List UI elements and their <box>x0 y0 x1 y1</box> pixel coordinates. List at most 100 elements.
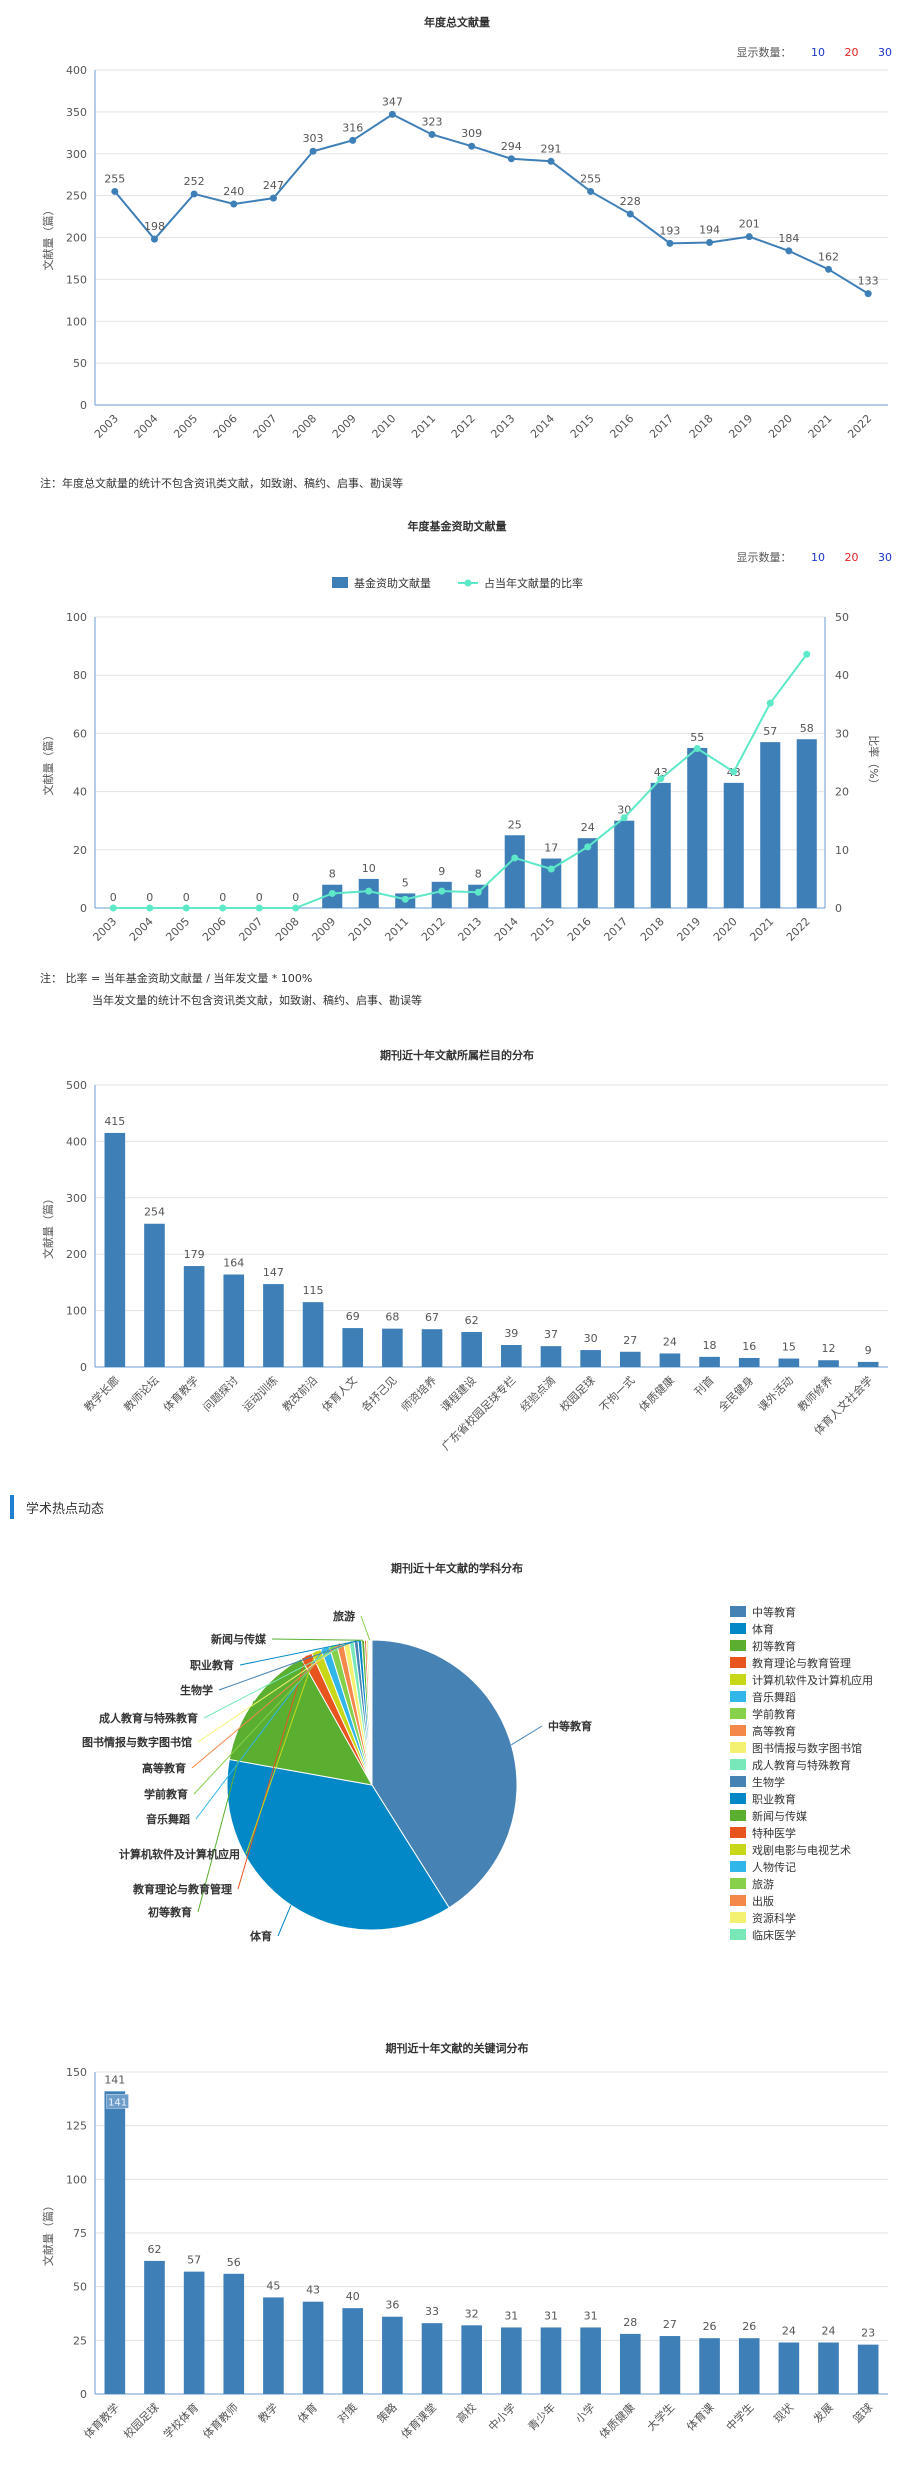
legend-label: 生物学 <box>752 1775 785 1789</box>
display-count-10-button[interactable]: 10 <box>811 551 825 564</box>
pie-leader-line <box>271 1638 364 1641</box>
bar <box>431 881 452 908</box>
legend-item[interactable]: 初等教育 <box>730 1637 910 1654</box>
legend-swatch <box>730 1742 746 1753</box>
data-label: 68 <box>385 1311 399 1324</box>
legend-item[interactable]: 中等教育 <box>730 1603 910 1620</box>
data-label: 55 <box>690 731 704 744</box>
bar <box>614 820 635 908</box>
x-tick-label: 2005 <box>171 412 200 441</box>
x-tick-label: 校园足球 <box>121 2400 162 2441</box>
display-count-10-button[interactable]: 10 <box>811 46 825 59</box>
y-tick-label: 200 <box>66 1248 87 1261</box>
x-tick-label: 2015 <box>568 412 597 441</box>
display-count-30-button[interactable]: 30 <box>878 46 892 59</box>
pie-leader-line <box>245 1651 317 1855</box>
legend-item[interactable]: 新闻与传媒 <box>730 1807 910 1824</box>
legend-item[interactable]: 旅游 <box>730 1875 910 1892</box>
x-tick-label: 2007 <box>236 915 265 944</box>
legend-item[interactable]: 生物学 <box>730 1773 910 1790</box>
pie-label: 新闻与传媒 <box>211 1632 267 1646</box>
data-label: 255 <box>580 172 601 185</box>
legend-item[interactable]: 高等教育 <box>730 1722 910 1739</box>
legend-swatch <box>730 1878 746 1889</box>
x-tick-label: 体育课堂 <box>398 2400 439 2441</box>
legend-item[interactable]: 音乐舞蹈 <box>730 1688 910 1705</box>
y-tick-label: 60 <box>73 727 87 740</box>
y2-tick-label: 10 <box>835 844 849 857</box>
data-point <box>825 265 833 273</box>
bar <box>183 1266 205 1367</box>
x-tick-label: 大学生 <box>644 2400 677 2433</box>
pie-leader-line <box>203 1640 352 1719</box>
legend-item[interactable]: 临床医学 <box>730 1926 910 1943</box>
pie-label: 计算机软件及计算机应用 <box>119 1847 240 1861</box>
legend-item[interactable]: 戏剧电影与电视艺术 <box>730 1841 910 1858</box>
legend-item[interactable]: 资源科学 <box>730 1909 910 1926</box>
display-count-30-button[interactable]: 30 <box>878 551 892 564</box>
display-count-20-button[interactable]: 20 <box>844 46 859 59</box>
legend-item[interactable]: 计算机软件及计算机应用 <box>730 1671 910 1688</box>
y-tick-label: 75 <box>73 2227 87 2240</box>
legend-swatch <box>730 1861 746 1872</box>
pie-label: 职业教育 <box>190 1658 234 1672</box>
legend-swatch <box>730 1759 746 1770</box>
data-label: 69 <box>346 1310 360 1323</box>
legend-swatch <box>730 1691 746 1702</box>
subjects-legend: 中等教育 体育 初等教育 教育理论与教育管理 计算机软件及计算机应用 音乐舞蹈 学前教育 高等… <box>730 1603 910 1943</box>
x-tick-label: 2009 <box>309 915 338 944</box>
y-tick-label: 50 <box>73 357 87 370</box>
bar <box>723 782 744 908</box>
legend-label: 人物传记 <box>752 1860 796 1874</box>
legend-item[interactable]: 职业教育 <box>730 1790 910 1807</box>
data-label: 115 <box>303 1284 324 1297</box>
legend-item[interactable]: 学前教育 <box>730 1705 910 1722</box>
legend-item[interactable]: 人物传记 <box>730 1858 910 1875</box>
data-label: 37 <box>544 1328 558 1341</box>
x-tick-label: 2010 <box>370 412 399 441</box>
legend-swatch <box>730 1793 746 1804</box>
data-label: 16 <box>742 1340 756 1353</box>
legend-item[interactable]: 特种医学 <box>730 1824 910 1841</box>
pie-leader-line <box>360 1615 371 1641</box>
annual-display-count: 显示数量： 10 20 30 <box>737 44 893 60</box>
ratio-point <box>511 854 519 862</box>
legend-item[interactable]: 体育 <box>730 1620 910 1637</box>
display-count-20-button[interactable]: 20 <box>844 551 859 564</box>
ratio-point <box>292 904 300 912</box>
pie-leader-line <box>277 1905 292 1937</box>
legend-label: 成人教育与特殊教育 <box>752 1758 851 1772</box>
data-label: 0 <box>183 891 190 904</box>
ratio-point <box>401 895 409 903</box>
x-tick-label: 经验点滴 <box>517 1373 558 1414</box>
legend-item[interactable]: 出版 <box>730 1892 910 1909</box>
legend-item[interactable]: 图书情报与数字图书馆 <box>730 1739 910 1756</box>
legend-swatch <box>730 1776 746 1787</box>
fund-note: 注： 比率 = 当年基金资助文献量 / 当年发文量 * 100% 当年发文量的统… <box>40 968 422 1012</box>
data-label: 40 <box>346 2290 360 2303</box>
y-tick-label: 200 <box>66 232 87 245</box>
legend-item[interactable]: 成人教育与特殊教育 <box>730 1756 910 1773</box>
pie-leader-line <box>197 1700 255 1913</box>
y2-tick-label: 40 <box>835 669 849 682</box>
data-label: 31 <box>544 2309 558 2322</box>
legend-label: 特种医学 <box>752 1826 796 1840</box>
pie-leader-line <box>193 1645 334 1795</box>
x-tick-label: 2020 <box>766 412 795 441</box>
x-tick-label: 青少年 <box>525 2400 558 2433</box>
data-label: 24 <box>663 1335 677 1348</box>
data-point <box>388 110 396 118</box>
legend-item[interactable]: 教育理论与教育管理 <box>730 1654 910 1671</box>
fund-chart-title: 年度基金资助文献量 <box>407 520 507 533</box>
bar <box>818 1360 839 1367</box>
data-label: 31 <box>584 2309 598 2322</box>
pie-label: 生物学 <box>180 1683 213 1697</box>
y-tick-label: 100 <box>66 611 87 624</box>
data-label: 56 <box>227 2256 241 2269</box>
x-tick-label: 不拘一式 <box>596 1373 637 1414</box>
data-label: 316 <box>342 121 363 134</box>
x-tick-label: 学校体育 <box>160 2400 201 2441</box>
y-tick-label: 150 <box>66 273 87 286</box>
x-tick-label: 2016 <box>565 915 594 944</box>
